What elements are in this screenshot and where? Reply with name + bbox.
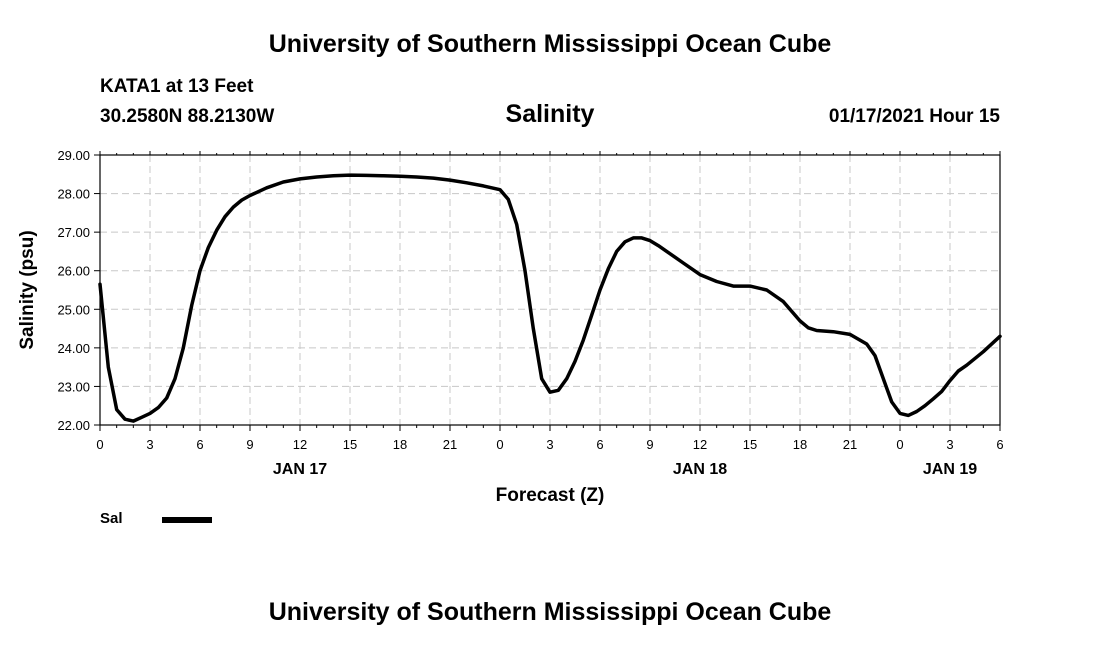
x-tick-label: 15 xyxy=(343,437,357,452)
x-tick-label: 3 xyxy=(946,437,953,452)
y-tick-label: 25.00 xyxy=(57,302,90,317)
x-tick-label: 6 xyxy=(196,437,203,452)
x-tick-label: 6 xyxy=(996,437,1003,452)
y-tick-label: 22.00 xyxy=(57,418,90,433)
label-layer: 22.00 23.00 24.00 25.00 26.00 27.00 28.00 29.00… xyxy=(17,148,1004,523)
x-tick-label: 21 xyxy=(443,437,457,452)
x-tick-label: 18 xyxy=(393,437,407,452)
x-tick-label: 9 xyxy=(646,437,653,452)
y-tick-label: 23.00 xyxy=(57,379,90,394)
y-tick-label: 26.00 xyxy=(57,264,90,279)
x-date-label: JAN 18 xyxy=(673,461,727,478)
x-tick-label: 12 xyxy=(293,437,307,452)
x-date-label: JAN 17 xyxy=(273,461,327,478)
x-tick-label: 0 xyxy=(896,437,903,452)
y-tick-label: 28.00 xyxy=(57,187,90,202)
x-date-label: JAN 19 xyxy=(923,461,977,478)
grid-layer xyxy=(100,155,1000,425)
series-line-sal xyxy=(98,173,1002,423)
y-axis-title: Salinity (psu) xyxy=(17,230,38,349)
x-tick-label: 0 xyxy=(496,437,503,452)
x-tick-label: 12 xyxy=(693,437,707,452)
x-tick-label: 15 xyxy=(743,437,757,452)
x-tick-label: 18 xyxy=(793,437,807,452)
y-tick-label: 24.00 xyxy=(57,341,90,356)
station-label: KATA1 at 13 Feet xyxy=(100,76,254,97)
legend-label: Sal xyxy=(100,510,123,527)
x-tick-label: 9 xyxy=(246,437,253,452)
x-tick-label: 0 xyxy=(96,437,103,452)
x-tick-label: 3 xyxy=(546,437,553,452)
chart-title: Salinity xyxy=(505,100,595,128)
x-tick-label: 3 xyxy=(146,437,153,452)
station-coordinates: 30.2580N 88.2130W xyxy=(100,106,275,127)
x-axis-title: Forecast (Z) xyxy=(496,485,605,506)
x-tick-label: 21 xyxy=(843,437,857,452)
footer-title: University of Southern Mississippi Ocean… xyxy=(268,598,832,626)
forecast-timestamp: 01/17/2021 Hour 15 xyxy=(828,106,1000,127)
series-layer xyxy=(98,173,1002,423)
page-title: University of Southern Mississippi Ocean… xyxy=(268,30,832,58)
y-tick-label: 29.00 xyxy=(57,148,90,163)
y-tick-label: 27.00 xyxy=(57,225,90,240)
x-tick-label: 6 xyxy=(596,437,603,452)
